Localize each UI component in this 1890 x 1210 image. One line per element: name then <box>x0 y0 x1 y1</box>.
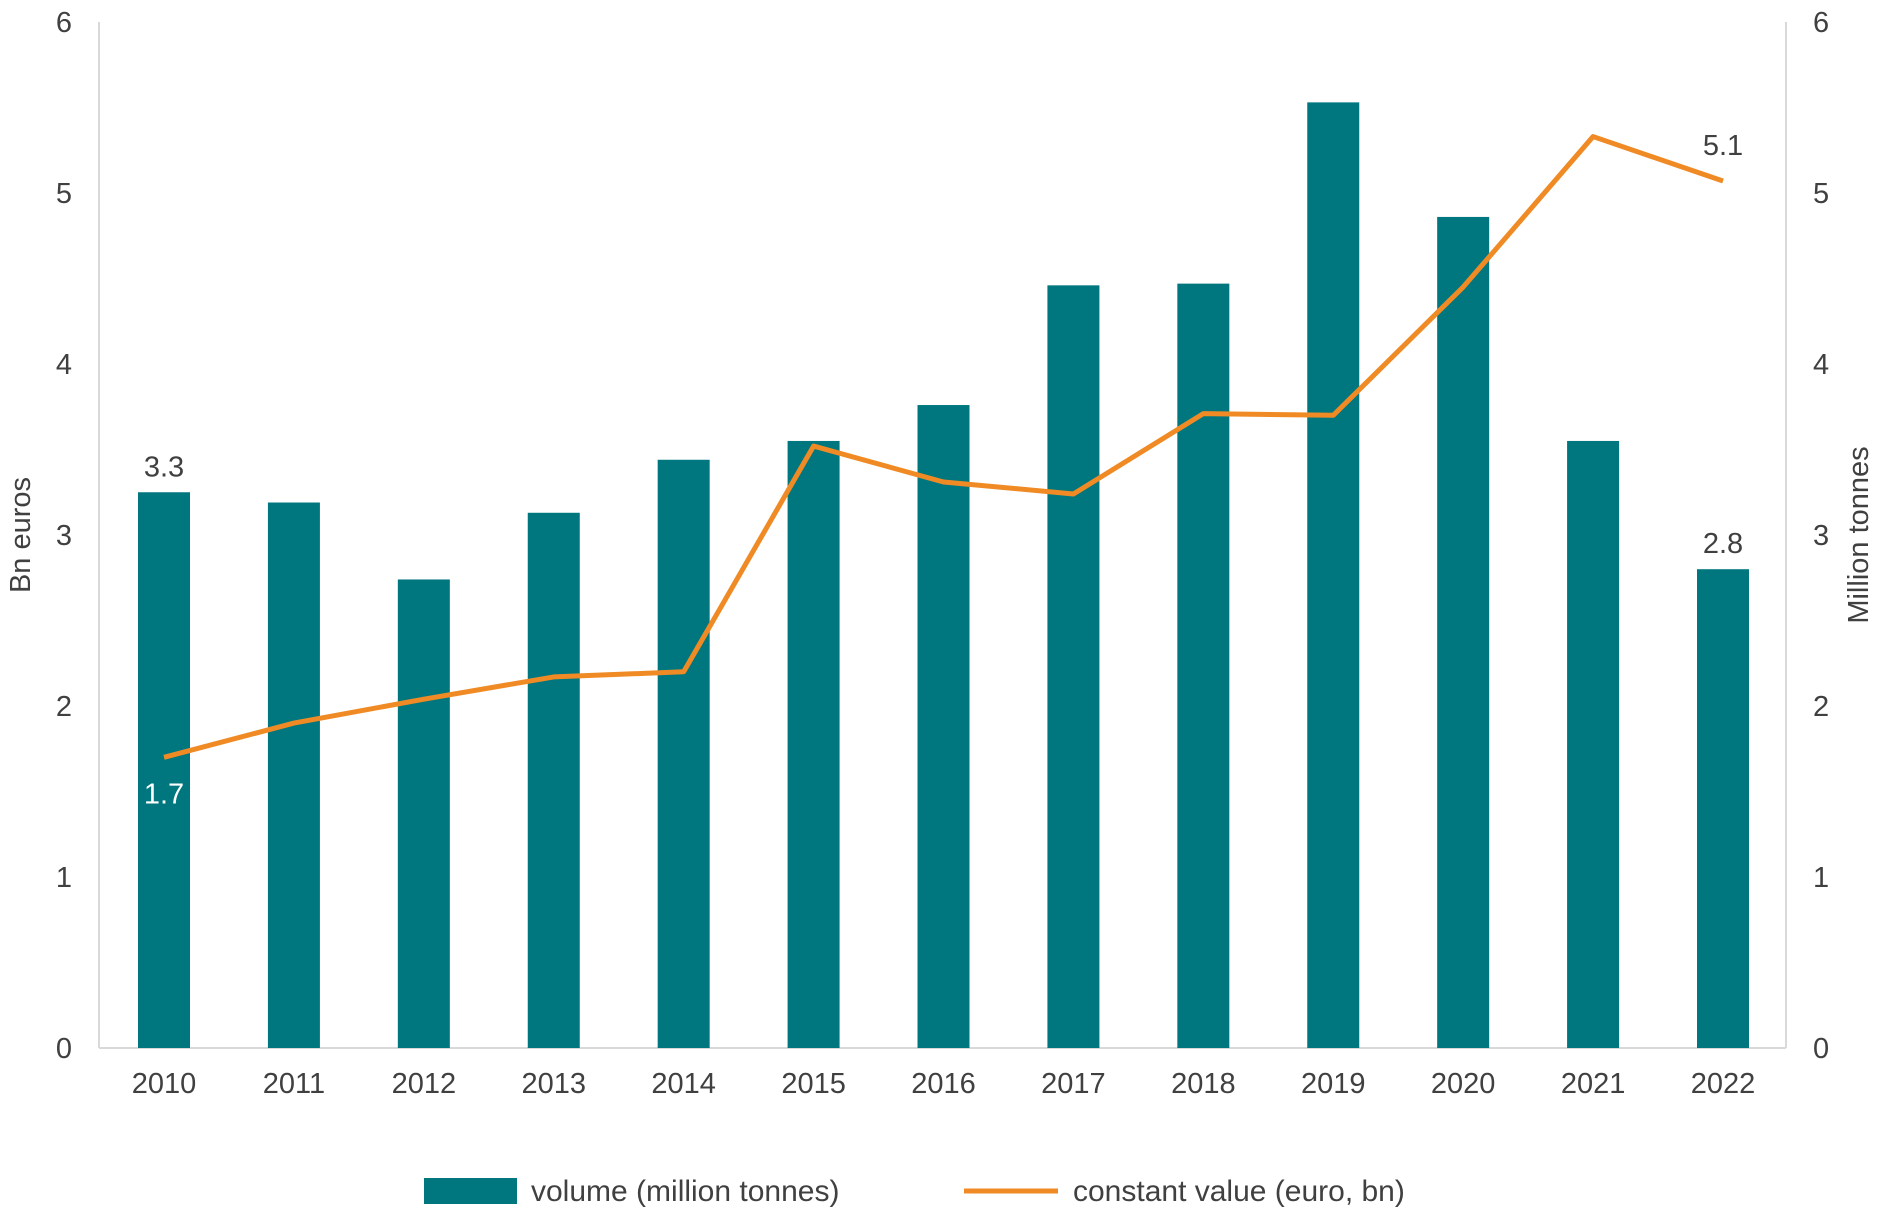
bar-2011 <box>267 502 320 1048</box>
data-label: 5.1 <box>1703 130 1743 162</box>
y2-tick-label: 3 <box>1813 520 1829 552</box>
bar-2020 <box>1437 216 1490 1048</box>
bar-2012 <box>397 579 450 1048</box>
bar-2022 <box>1697 569 1749 1048</box>
x-tick-label: 2020 <box>1431 1068 1496 1100</box>
bar-2015 <box>787 440 840 1048</box>
x-tick-label: 2016 <box>911 1068 976 1100</box>
y2-tick-label: 4 <box>1813 349 1829 381</box>
data-label: 1.7 <box>144 778 184 810</box>
legend-label-value: constant value (euro, bn) <box>1073 1175 1405 1208</box>
bar-2017 <box>1047 285 1100 1049</box>
y2-axis-title: Million tonnes <box>1843 446 1875 623</box>
x-tick-label: 2022 <box>1691 1068 1756 1100</box>
y-tick-label: 2 <box>56 691 72 723</box>
bar-2014 <box>657 459 710 1048</box>
bar-2013 <box>527 512 580 1048</box>
x-tick-label: 2012 <box>392 1068 457 1100</box>
bar-2019 <box>1307 102 1360 1049</box>
x-tick-label: 2018 <box>1171 1068 1236 1100</box>
x-tick-label: 2021 <box>1561 1068 1626 1100</box>
x-tick-label: 2014 <box>651 1068 716 1100</box>
y-tick-label: 6 <box>56 7 72 39</box>
y2-tick-label: 5 <box>1813 178 1829 210</box>
y2-tick-label: 2 <box>1813 691 1829 723</box>
x-tick-label: 2019 <box>1301 1068 1366 1100</box>
data-label: 2.8 <box>1703 528 1743 560</box>
y-tick-label: 4 <box>56 349 72 381</box>
x-tick-label: 2010 <box>132 1068 197 1100</box>
data-label: 3.3 <box>144 451 184 483</box>
y2-tick-label: 1 <box>1813 862 1829 894</box>
legend-swatch-volume <box>424 1178 517 1204</box>
y-tick-label: 3 <box>56 520 72 552</box>
y-tick-label: 1 <box>56 862 72 894</box>
legend-label-volume: volume (million tonnes) <box>531 1175 839 1208</box>
y2-tick-label: 6 <box>1813 7 1829 39</box>
x-tick-label: 2011 <box>263 1068 325 1100</box>
bar-2016 <box>917 405 970 1048</box>
bar-2018 <box>1177 283 1230 1048</box>
y-tick-label: 0 <box>56 1033 72 1065</box>
y2-tick-label: 0 <box>1813 1033 1829 1065</box>
x-tick-label: 2015 <box>781 1068 846 1100</box>
y-axis-title: Bn euros <box>5 477 37 593</box>
bar-2010 <box>138 492 190 1048</box>
bar-2021 <box>1567 440 1620 1048</box>
y-tick-label: 5 <box>56 178 72 210</box>
x-tick-label: 2013 <box>521 1068 586 1100</box>
x-tick-label: 2017 <box>1041 1068 1106 1100</box>
